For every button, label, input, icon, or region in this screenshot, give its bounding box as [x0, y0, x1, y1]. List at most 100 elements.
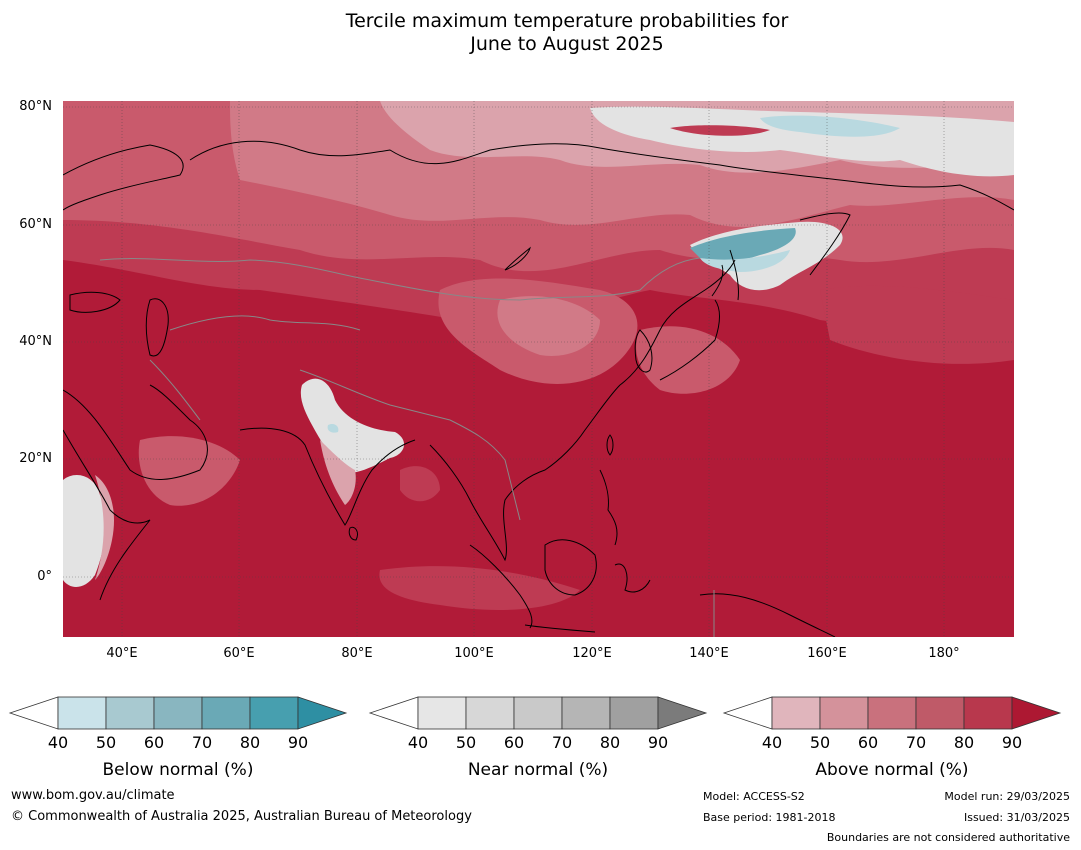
- colorbar-near-tick: 40: [407, 733, 429, 752]
- colorbar-below-high-extend: [297, 696, 348, 730]
- region-arabian-sea-light: [138, 436, 240, 506]
- colorbar-above-segment: [963, 696, 1013, 730]
- border-central-asia: [169, 315, 361, 331]
- lon-label-140e: 140°E: [689, 646, 729, 661]
- colorbar-below-low-extend: [8, 696, 59, 730]
- border-kazakhstan: [99, 258, 371, 281]
- coastline-scandinavia: [63, 144, 184, 211]
- coastline-baikal: [504, 246, 531, 271]
- map: [63, 101, 1014, 637]
- lon-label-40e: 40°E: [106, 646, 138, 661]
- footer-model: Model: ACCESS-S2: [703, 790, 805, 803]
- region-india-below: [327, 423, 339, 433]
- colorbar-title-above: Above normal (%): [815, 760, 969, 780]
- colorbar-above-tick: 40: [761, 733, 783, 752]
- colorbar-above-tick: 70: [905, 733, 927, 752]
- lon-label-120e: 120°E: [572, 646, 612, 661]
- colorbar-near-low-extend: [368, 696, 419, 730]
- coastline-black-sea: [69, 291, 121, 313]
- lon-label-180: 180°: [928, 646, 960, 661]
- coastline-arabia: [63, 384, 208, 480]
- coastline-kamchatka: [799, 212, 851, 276]
- colorbar-above-tick: 90: [1001, 733, 1023, 752]
- colorbar-below-tick: 60: [143, 733, 165, 752]
- coastline-japan: [659, 264, 724, 381]
- colorbar-above-segment: [771, 696, 821, 730]
- colorbar-above-segment: [915, 696, 965, 730]
- coastline-sulawesi: [614, 563, 651, 593]
- region-arctic-near: [590, 106, 1014, 177]
- region-mongolia-pale: [497, 296, 600, 356]
- coastline-india: [239, 427, 416, 526]
- border-iran: [149, 359, 201, 421]
- coastline-borneo: [544, 539, 597, 596]
- lon-label-60e: 60°E: [223, 646, 255, 661]
- colorbars: [8, 696, 1062, 730]
- colorbar-below-tick: 40: [47, 733, 69, 752]
- footer-issued: Issued: 31/03/2025: [963, 811, 1070, 824]
- lat-label-60n: 60°N: [19, 217, 52, 232]
- colorbar-below-segment: [57, 696, 107, 730]
- colorbar-near-segment: [609, 696, 659, 730]
- coastline-arctic: [189, 140, 1014, 211]
- region-east-africa-pale: [95, 475, 115, 580]
- colorbar-near-tick: 90: [647, 733, 669, 752]
- region-india-pale: [320, 440, 356, 505]
- coastline-new-guinea: [699, 593, 836, 637]
- colorbar-near-segment: [417, 696, 467, 730]
- lat-label-0: 0°: [37, 569, 52, 584]
- region-okhotsk-below: [690, 228, 796, 261]
- colorbar-near-tick: 50: [455, 733, 477, 752]
- colorbar-above-high-extend: [1011, 696, 1062, 730]
- footer-copyright: © Commonwealth of Australia 2025, Austra…: [11, 809, 472, 824]
- lat-label-80n: 80°N: [19, 99, 52, 114]
- colorbar-below-segment: [105, 696, 155, 730]
- colorbar-title-below: Below normal (%): [102, 760, 254, 780]
- colorbar-below-tick: 90: [287, 733, 309, 752]
- lat-label-40n: 40°N: [19, 334, 52, 349]
- region-japan-light: [636, 326, 740, 394]
- coastline-korea: [634, 329, 653, 373]
- lon-label-160e: 160°E: [807, 646, 847, 661]
- title-line-2: June to August 2025: [470, 33, 664, 55]
- coastline-philippines: [599, 469, 618, 546]
- colorbar-above-tick: 50: [809, 733, 831, 752]
- region-arctic-warm-spot: [670, 125, 770, 136]
- coastline-sakhalin: [729, 249, 739, 301]
- colorbar-above-tick: 60: [857, 733, 879, 752]
- colorbar-near-high-extend: [657, 696, 708, 730]
- coastline-taiwan: [606, 434, 614, 456]
- footer-website: www.bom.gov.au/climate: [11, 788, 175, 803]
- coastline-se-asia: [429, 259, 736, 562]
- colorbar-near-segment: [513, 696, 563, 730]
- colorbar-below-tick: 80: [239, 733, 261, 752]
- colorbar-below-segment: [249, 696, 299, 730]
- colorbar-near-tick: 80: [599, 733, 621, 752]
- region-east-africa-near: [63, 475, 106, 587]
- region-pacific-north-light: [820, 285, 1014, 364]
- coastline-sri-lanka: [348, 526, 358, 541]
- lon-label-80e: 80°E: [341, 646, 373, 661]
- coastline-horn-africa: [63, 429, 151, 601]
- coastline-sumatra: [469, 544, 533, 629]
- colorbar-above-tick: 80: [953, 733, 975, 752]
- footer-model-run: Model run: 29/03/2025: [944, 790, 1070, 803]
- footer-base-period: Base period: 1981-2018: [703, 811, 836, 824]
- lon-label-100e: 100°E: [454, 646, 494, 661]
- colorbar-above-low-extend: [722, 696, 773, 730]
- colorbar-below-segment: [153, 696, 203, 730]
- colorbar-title-near: Near normal (%): [467, 760, 609, 780]
- chart-title: Tercile maximum temperature probabilitie…: [0, 10, 1081, 56]
- colorbar-below-tick: 50: [95, 733, 117, 752]
- footer-disclaimer: Boundaries are not considered authoritat…: [826, 831, 1070, 844]
- lat-label-20n: 20°N: [19, 451, 52, 466]
- colorbar-near-tick: 60: [503, 733, 525, 752]
- colorbar-near-segment: [465, 696, 515, 730]
- colorbar-below-tick: 70: [191, 733, 213, 752]
- colorbar-below-segment: [201, 696, 251, 730]
- region-bay-bengal-light: [400, 466, 440, 502]
- title-line-1: Tercile maximum temperature probabilitie…: [345, 10, 789, 32]
- coastline-java: [524, 624, 596, 633]
- colorbar-above-segment: [867, 696, 917, 730]
- coastline-caspian: [145, 298, 169, 357]
